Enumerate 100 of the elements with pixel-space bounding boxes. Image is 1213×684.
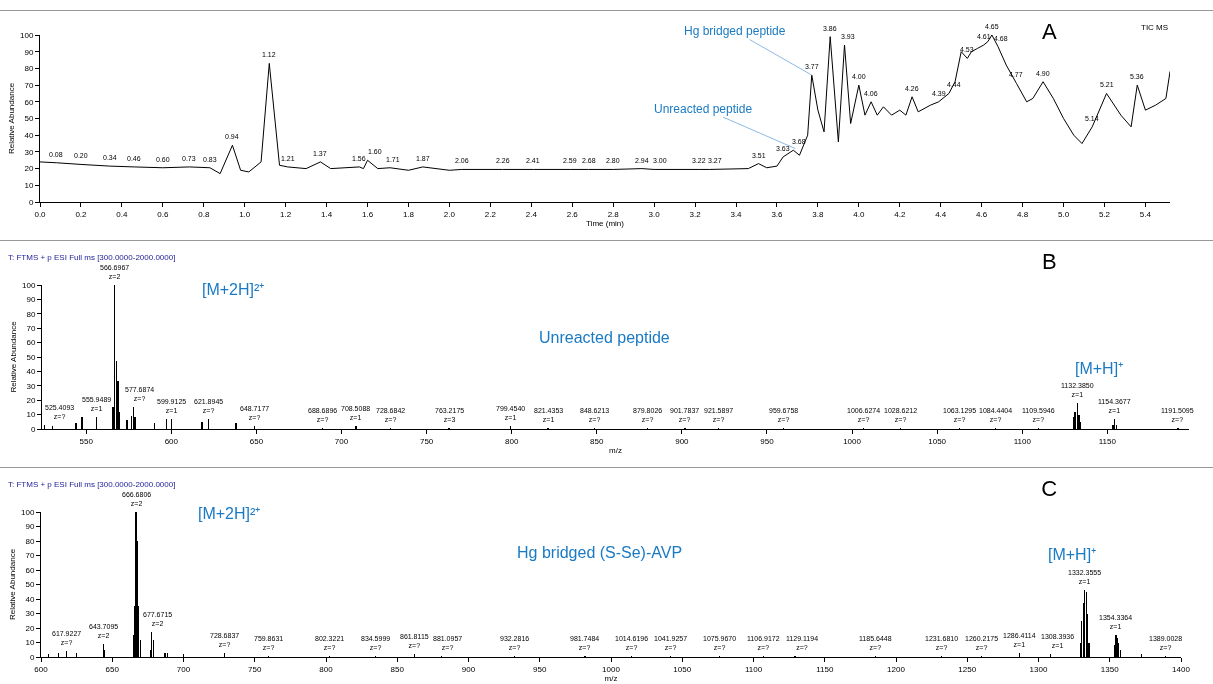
x-tick-label: 4.6 (976, 209, 988, 219)
x-tick-label: 0.8 (198, 209, 210, 219)
x-tick-label: 1400 (1172, 664, 1191, 674)
y-tick-label: 50 (24, 114, 34, 124)
annotation: [M+H]⁺ (1075, 360, 1124, 377)
chart-title: C (1041, 475, 1058, 501)
x-tick-label: 1.2 (280, 209, 292, 219)
x-tick-label: 850 (590, 436, 604, 446)
x-tick-label: 700 (176, 664, 191, 674)
x-tick-label: 2.0 (443, 209, 456, 219)
chart-subtitle: TIC MS (1141, 23, 1169, 32)
y-tick-label: 70 (26, 324, 36, 333)
y-tick-label: 60 (24, 97, 34, 107)
x-axis-title: Time (min) (586, 218, 625, 228)
x-tick-label: 1.4 (321, 209, 333, 219)
x-tick-label: 800 (319, 664, 334, 674)
x-tick-label: 0.6 (157, 209, 169, 219)
x-tick-label: 700 (334, 436, 349, 446)
y-tick-label: 90 (25, 522, 35, 532)
annotation: Hg bridged peptide (684, 24, 786, 38)
y-tick-label: 20 (26, 396, 36, 405)
x-tick-label: 3.0 (648, 209, 661, 219)
x-tick-label: 2.8 (607, 209, 620, 219)
y-tick-label: 40 (26, 367, 36, 377)
y-tick-label: 100 (21, 507, 35, 517)
x-tick-label: 1300 (1029, 664, 1048, 674)
x-tick-label: 1.6 (361, 209, 374, 219)
x-tick-label: 0.4 (116, 209, 128, 219)
x-tick-label: 750 (419, 436, 434, 446)
x-tick-label: 900 (461, 664, 476, 674)
x-tick-label: 4.0 (853, 209, 865, 219)
x-tick-label: 650 (249, 436, 264, 446)
annotation: [M+2H]²⁺ (198, 505, 261, 522)
x-tick-label: 900 (675, 436, 690, 446)
y-tick-label: 0 (30, 424, 36, 434)
x-tick-label: 800 (505, 436, 519, 446)
x-tick-label: 1050 (673, 664, 692, 674)
y-tick-label: 50 (25, 580, 35, 590)
chart-title: A (1041, 18, 1057, 44)
chart-title: B (1041, 248, 1057, 274)
annotation: Hg bridged (S-Se)-AVP (517, 544, 683, 561)
x-tick-label: 950 (533, 664, 547, 674)
x-tick-label: 4.8 (1017, 209, 1029, 219)
x-tick-label: 0.2 (75, 209, 88, 219)
x-tick-label: 1200 (887, 664, 906, 674)
chart-subtitle: T: FTMS + p ESI Full ms [300.0000-2000.0000] (8, 253, 176, 262)
x-tick-label: 1100 (744, 664, 763, 674)
y-axis-title: Relative Abundance (7, 548, 17, 621)
annotation: Unreacted peptide (654, 102, 753, 116)
y-tick-label: 40 (24, 131, 34, 140)
y-tick-label: 60 (26, 338, 36, 348)
y-tick-label: 70 (25, 551, 35, 561)
y-tick-label: 0 (28, 197, 34, 207)
y-tick-label: 10 (25, 638, 35, 648)
x-tick-label: 2.6 (566, 209, 579, 219)
x-axis-title: m/z (604, 673, 618, 683)
x-tick-label: 3.4 (730, 209, 743, 219)
x-tick-label: 3.8 (812, 209, 825, 219)
x-tick-label: 5.4 (1139, 209, 1152, 219)
x-tick-label: 3.6 (771, 209, 784, 219)
x-tick-label: 950 (760, 436, 775, 446)
x-tick-label: 1050 (928, 436, 947, 446)
x-axis-title: m/z (609, 445, 622, 455)
x-tick-label: 600 (164, 436, 179, 446)
x-tick-label: 1150 (1098, 436, 1117, 446)
annotation: Unreacted peptide (539, 329, 670, 346)
x-tick-label: 850 (390, 664, 405, 674)
annotation: [M+H]⁺ (1048, 546, 1097, 563)
x-tick-label: 1350 (1100, 664, 1120, 674)
y-tick-label: 30 (25, 609, 35, 619)
x-tick-label: 4.2 (894, 209, 906, 219)
x-tick-label: 550 (79, 436, 94, 446)
x-tick-label: 1250 (958, 664, 977, 674)
x-tick-label: 1.0 (239, 209, 251, 219)
y-tick-label: 50 (26, 352, 36, 362)
x-tick-label: 2.2 (484, 209, 497, 219)
x-tick-label: 650 (105, 664, 120, 674)
y-tick-label: 80 (24, 64, 34, 74)
x-tick-label: 4.4 (935, 209, 947, 219)
x-tick-label: 2.4 (525, 209, 538, 219)
x-tick-label: 1000 (602, 664, 621, 674)
y-axis-title: Relative Abundance (8, 320, 18, 393)
y-tick-label: 90 (26, 295, 36, 305)
y-tick-label: 80 (25, 536, 35, 546)
x-tick-label: 1000 (843, 436, 862, 446)
x-tick-label: 3.2 (689, 209, 702, 219)
y-axis-title: Relative Abundance (6, 82, 16, 155)
y-tick-label: 90 (24, 47, 34, 57)
y-tick-label: 40 (25, 594, 35, 604)
x-tick-label: 5.0 (1057, 209, 1070, 219)
y-tick-label: 20 (24, 164, 34, 174)
chart-subtitle: T: FTMS + p ESI Full ms [300.0000-2000.0000] (8, 480, 176, 489)
x-tick-label: 0.0 (34, 209, 47, 219)
y-tick-label: 100 (20, 30, 34, 40)
y-tick-label: 30 (24, 147, 34, 157)
y-tick-label: 0 (29, 652, 35, 662)
y-tick-label: 10 (24, 181, 34, 191)
annotation: [M+2H]²⁺ (202, 281, 265, 298)
y-tick-label: 20 (25, 623, 35, 633)
x-tick-label: 5.2 (1098, 209, 1111, 219)
